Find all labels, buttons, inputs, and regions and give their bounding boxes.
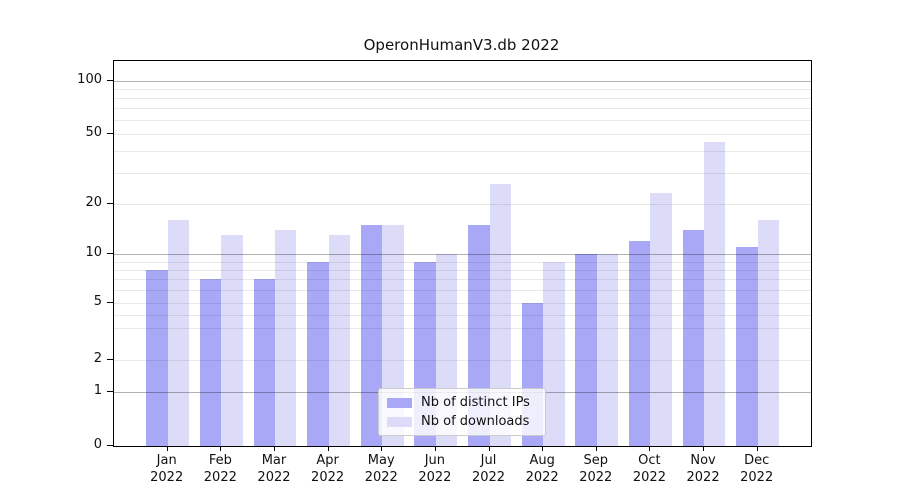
x-tick-label-year: 2022 bbox=[471, 470, 506, 485]
legend-swatch-distinct-ips bbox=[387, 397, 412, 408]
legend-swatch-downloads bbox=[387, 416, 412, 427]
x-tick-label-month: Feb bbox=[208, 453, 232, 468]
x-tick-label-year: 2022 bbox=[418, 470, 452, 485]
x-tick-label-month: Jan bbox=[156, 453, 177, 468]
bar-distinct-ips-jan bbox=[146, 269, 168, 446]
y-gridline-minor bbox=[114, 97, 811, 99]
y-tick-label: 5 bbox=[93, 294, 102, 309]
x-tick-label-year: 2022 bbox=[257, 470, 291, 485]
y-tick bbox=[107, 202, 113, 204]
y-tick-label: 20 bbox=[85, 194, 102, 210]
x-tick-label: Feb 2022 bbox=[192, 452, 248, 486]
y-tick bbox=[107, 445, 113, 446]
bar-distinct-ips-feb bbox=[199, 279, 222, 446]
y-gridline-minor bbox=[114, 89, 811, 90]
x-tick-label-month: May bbox=[367, 453, 395, 468]
y-tick-label: 10 bbox=[85, 245, 102, 261]
legend-label-downloads: Nb of downloads bbox=[421, 414, 530, 429]
bar-downloads-aug bbox=[543, 261, 565, 446]
x-tick-label: Jan 2022 bbox=[139, 452, 195, 486]
x-tick-label-month: Sep bbox=[583, 453, 609, 468]
x-tick-label-year: 2022 bbox=[632, 470, 666, 485]
bar-distinct-ips-nov bbox=[682, 229, 705, 446]
x-tick-label-month: Dec bbox=[744, 453, 770, 468]
y-tick-label: 50 bbox=[85, 124, 102, 140]
x-tick-label: Jul 2022 bbox=[461, 452, 517, 486]
x-tick-label-month: Apr bbox=[316, 453, 339, 468]
x-tick bbox=[327, 446, 329, 451]
x-tick bbox=[542, 446, 544, 451]
bar-distinct-ips-oct bbox=[629, 240, 651, 446]
y-gridline-major bbox=[114, 81, 811, 82]
legend-item-distinct-ips: Nb of distinct IPs bbox=[387, 393, 537, 412]
bar-downloads-dec bbox=[757, 219, 780, 446]
x-tick bbox=[434, 446, 436, 451]
x-tick-label: Aug 2022 bbox=[514, 452, 570, 486]
x-tick-label: Jun 2022 bbox=[407, 452, 463, 486]
x-tick-label-month: Aug bbox=[529, 453, 555, 468]
x-tick-label: Oct 2022 bbox=[621, 452, 677, 486]
bar-downloads-feb bbox=[221, 235, 243, 446]
bar-downloads-jan bbox=[167, 219, 190, 446]
x-tick-label-year: 2022 bbox=[311, 470, 345, 485]
y-tick bbox=[107, 390, 113, 392]
x-tick-label-year: 2022 bbox=[203, 470, 237, 485]
x-tick-label: Dec 2022 bbox=[729, 452, 785, 486]
x-tick-label: Apr 2022 bbox=[300, 452, 356, 486]
x-tick bbox=[756, 446, 758, 451]
y-gridline-minor bbox=[114, 108, 811, 110]
y-tick bbox=[107, 302, 113, 303]
x-tick-label-month: Oct bbox=[638, 453, 661, 468]
y-tick bbox=[107, 358, 113, 360]
x-tick bbox=[220, 446, 222, 451]
chart-title: OperonHumanV3.db 2022 bbox=[363, 36, 560, 54]
x-tick bbox=[703, 446, 705, 451]
x-tick bbox=[381, 446, 383, 451]
y-gridline-minor bbox=[114, 119, 811, 121]
y-tick-label: 100 bbox=[77, 72, 102, 87]
bar-distinct-ips-dec bbox=[736, 247, 758, 446]
y-tick-label: 0 bbox=[93, 437, 102, 452]
plot-area bbox=[113, 60, 812, 447]
bar-downloads-sep bbox=[596, 254, 619, 446]
x-tick-label: Nov 2022 bbox=[675, 452, 731, 486]
bar-downloads-apr bbox=[328, 235, 350, 446]
x-tick bbox=[488, 446, 490, 451]
x-tick bbox=[166, 446, 168, 451]
x-tick-label: Sep 2022 bbox=[568, 452, 624, 486]
x-tick-label-year: 2022 bbox=[579, 470, 613, 485]
x-tick bbox=[273, 446, 275, 451]
x-tick-label-month: Jun bbox=[424, 453, 446, 468]
x-tick-label-year: 2022 bbox=[364, 470, 398, 485]
legend-label-distinct-ips: Nb of distinct IPs bbox=[421, 395, 530, 410]
y-tick-label: 1 bbox=[93, 382, 102, 398]
x-tick-label-month: Jul bbox=[480, 453, 497, 468]
bar-downloads-mar bbox=[274, 229, 297, 446]
x-tick-label-year: 2022 bbox=[150, 470, 184, 485]
y-tick bbox=[107, 253, 113, 255]
x-tick-label-year: 2022 bbox=[740, 470, 774, 485]
bar-downloads-oct bbox=[650, 193, 672, 446]
bar-distinct-ips-sep bbox=[575, 254, 597, 446]
legend-item-downloads: Nb of downloads bbox=[387, 412, 537, 431]
x-tick-label: Mar 2022 bbox=[246, 452, 302, 486]
x-tick-label-month: Nov bbox=[690, 453, 716, 468]
y-gridline-minor bbox=[114, 133, 811, 135]
x-tick bbox=[649, 446, 651, 451]
x-tick-label-year: 2022 bbox=[686, 470, 720, 485]
bar-distinct-ips-apr bbox=[307, 261, 329, 446]
bar-distinct-ips-may bbox=[360, 224, 383, 446]
y-tick bbox=[107, 132, 113, 134]
bar-downloads-jul bbox=[489, 183, 511, 446]
y-tick bbox=[107, 80, 113, 81]
x-tick-label-month: Mar bbox=[261, 453, 287, 468]
bar-downloads-nov bbox=[704, 141, 726, 446]
x-tick bbox=[595, 446, 597, 451]
x-tick-label: May 2022 bbox=[353, 452, 409, 486]
y-tick-label: 2 bbox=[93, 350, 102, 366]
legend: Nb of distinct IPs Nb of downloads bbox=[378, 388, 546, 436]
x-tick-label-year: 2022 bbox=[525, 470, 559, 485]
bar-distinct-ips-mar bbox=[253, 279, 275, 446]
